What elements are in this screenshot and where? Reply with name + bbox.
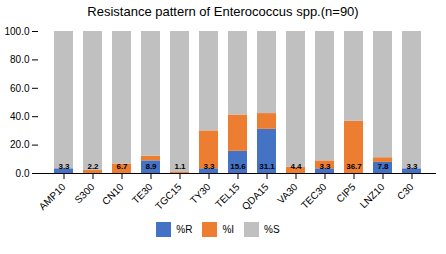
svg-text:7.8: 7.8 [377,162,389,171]
svg-text:60.0: 60.0 [10,83,30,94]
svg-text:LNZ10: LNZ10 [358,181,387,210]
html-text:%I: %I [222,224,235,235]
svg-text:31.1: 31.1 [259,162,275,171]
svg-text:15.6: 15.6 [230,162,246,171]
svg-text:AMP10: AMP10 [37,181,68,212]
svg-text:QDA15: QDA15 [240,181,271,212]
svg-text:CIP5: CIP5 [334,181,358,205]
svg-text:4.4: 4.4 [290,162,302,171]
svg-text:20.0: 20.0 [10,139,30,150]
svg-text:8.9: 8.9 [145,162,157,171]
html-text:%S: %S [264,224,280,235]
svg-text:CN10: CN10 [100,181,126,207]
svg-text:1.1: 1.1 [174,162,186,171]
svg-text:C30: C30 [395,181,416,202]
html-text:Resistance pattern of Enteroco: Resistance pattern of Enterococcus spp.(… [87,4,359,19]
svg-text:2.2: 2.2 [87,162,99,171]
svg-text:TY30: TY30 [188,181,213,206]
svg-text:0.0: 0.0 [16,168,30,179]
svg-text:3.3: 3.3 [319,162,331,171]
svg-text:100.0: 100.0 [4,26,29,37]
svg-text:40.0: 40.0 [10,111,30,122]
svg-text:6.7: 6.7 [116,162,128,171]
svg-text:TGC15: TGC15 [153,181,184,212]
svg-text:3.3: 3.3 [203,162,215,171]
svg-text:TEL15: TEL15 [213,181,242,210]
svg-text:S300: S300 [72,181,97,206]
svg-text:VA30: VA30 [275,181,300,206]
svg-text:TE30: TE30 [130,181,155,206]
svg-text:3.3: 3.3 [58,162,70,171]
svg-text:TEC30: TEC30 [299,181,329,211]
html-text:%R: %R [176,224,193,235]
svg-text:36.7: 36.7 [346,162,362,171]
svg-text:3.3: 3.3 [406,162,418,171]
svg-text:80.0: 80.0 [10,54,30,65]
